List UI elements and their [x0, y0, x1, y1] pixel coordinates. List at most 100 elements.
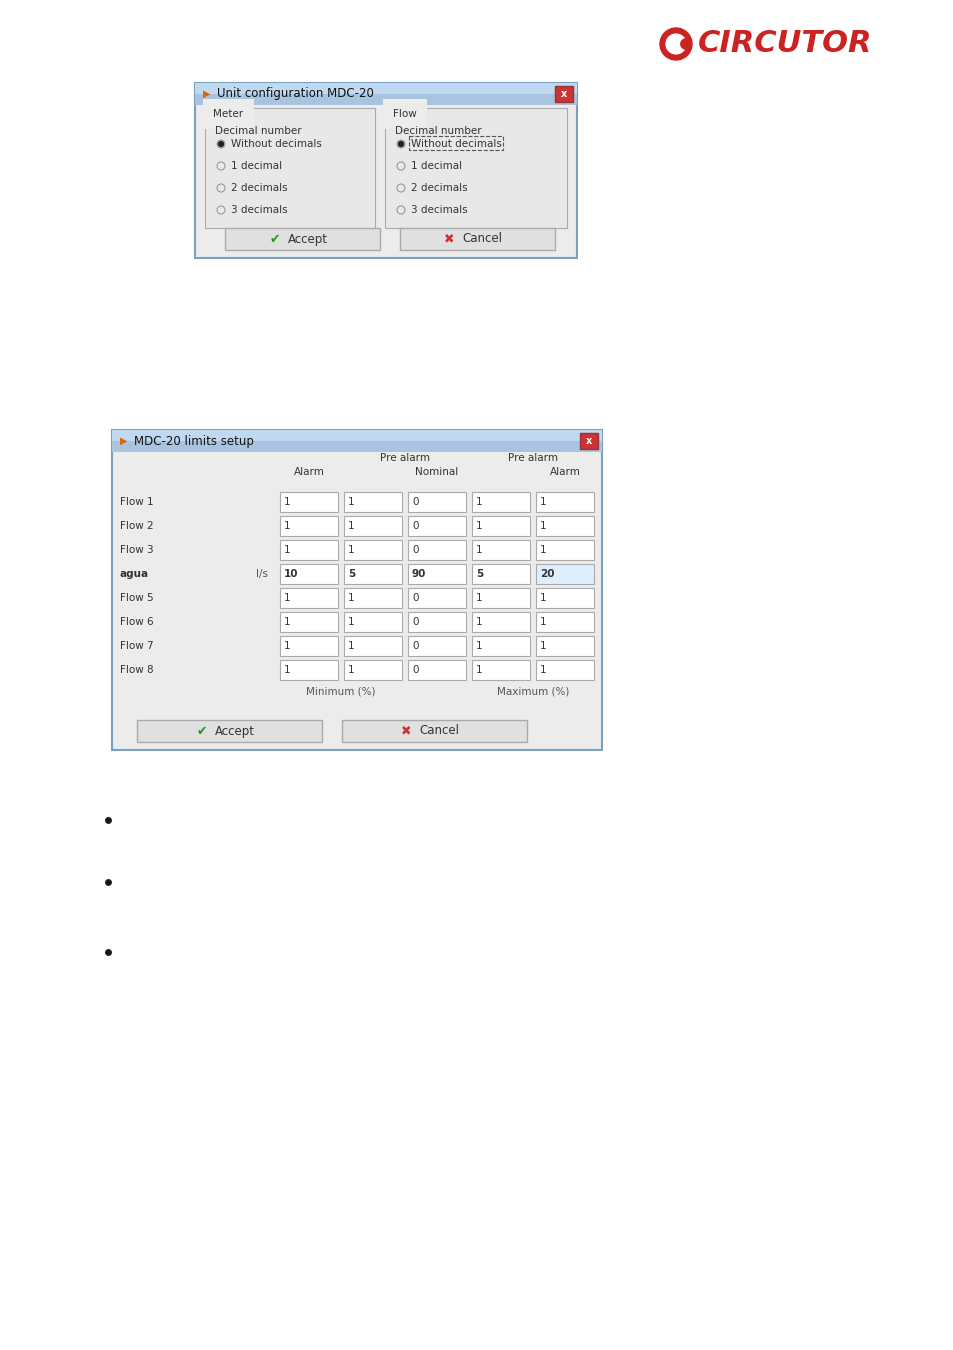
FancyBboxPatch shape	[194, 88, 577, 89]
Text: Accept: Accept	[214, 725, 254, 737]
Text: Flow 3: Flow 3	[120, 545, 153, 555]
FancyBboxPatch shape	[194, 96, 577, 99]
FancyBboxPatch shape	[536, 491, 594, 512]
Text: Unit configuration MDC-20: Unit configuration MDC-20	[216, 88, 374, 100]
FancyBboxPatch shape	[112, 432, 601, 435]
Text: 2 decimals: 2 decimals	[231, 184, 287, 193]
Text: Flow 8: Flow 8	[120, 666, 153, 675]
FancyBboxPatch shape	[408, 516, 465, 536]
FancyBboxPatch shape	[344, 636, 401, 656]
FancyBboxPatch shape	[280, 491, 337, 512]
Text: 2 decimals: 2 decimals	[411, 184, 467, 193]
Text: 1: 1	[539, 545, 546, 555]
Text: 1: 1	[476, 666, 482, 675]
Circle shape	[398, 142, 403, 147]
FancyBboxPatch shape	[341, 720, 526, 743]
Text: 1: 1	[348, 593, 355, 603]
Text: 1: 1	[284, 593, 291, 603]
Text: 1: 1	[284, 641, 291, 651]
FancyBboxPatch shape	[536, 660, 594, 680]
Text: Minimum (%): Minimum (%)	[306, 686, 375, 697]
FancyBboxPatch shape	[536, 589, 594, 608]
Text: Alarm: Alarm	[549, 467, 579, 477]
FancyBboxPatch shape	[472, 516, 530, 536]
Text: Decimal number: Decimal number	[395, 126, 481, 136]
FancyBboxPatch shape	[112, 431, 601, 751]
Text: 1: 1	[476, 497, 482, 508]
FancyBboxPatch shape	[536, 612, 594, 632]
Text: ✖: ✖	[401, 725, 412, 737]
FancyBboxPatch shape	[408, 612, 465, 632]
FancyBboxPatch shape	[408, 540, 465, 560]
Text: 1: 1	[539, 641, 546, 651]
Text: 1: 1	[348, 545, 355, 555]
FancyBboxPatch shape	[194, 85, 577, 88]
FancyBboxPatch shape	[344, 540, 401, 560]
Text: 0: 0	[412, 497, 418, 508]
FancyBboxPatch shape	[344, 516, 401, 536]
Text: ▶: ▶	[203, 89, 211, 99]
Text: Without decimals: Without decimals	[231, 139, 321, 148]
FancyBboxPatch shape	[408, 660, 465, 680]
Text: Without decimals: Without decimals	[411, 139, 501, 148]
Text: Flow 2: Flow 2	[120, 521, 153, 531]
FancyBboxPatch shape	[112, 436, 601, 439]
Text: Flow 5: Flow 5	[120, 593, 153, 603]
FancyBboxPatch shape	[194, 82, 577, 105]
Text: agua: agua	[120, 568, 149, 579]
FancyBboxPatch shape	[536, 636, 594, 656]
Text: ✔: ✔	[269, 232, 279, 246]
FancyBboxPatch shape	[344, 660, 401, 680]
FancyBboxPatch shape	[280, 660, 337, 680]
Text: 1: 1	[348, 617, 355, 626]
FancyBboxPatch shape	[472, 564, 530, 585]
Text: Accept: Accept	[287, 232, 327, 246]
Text: 1: 1	[539, 617, 546, 626]
Text: 1: 1	[539, 497, 546, 508]
FancyBboxPatch shape	[194, 82, 577, 85]
Circle shape	[659, 28, 691, 59]
Text: 1: 1	[539, 666, 546, 675]
Text: Pre alarm: Pre alarm	[379, 454, 430, 463]
FancyBboxPatch shape	[225, 228, 379, 250]
FancyBboxPatch shape	[194, 89, 577, 92]
Text: Flow 1: Flow 1	[120, 497, 153, 508]
FancyBboxPatch shape	[472, 612, 530, 632]
FancyBboxPatch shape	[112, 450, 601, 452]
Circle shape	[665, 34, 685, 54]
FancyBboxPatch shape	[280, 636, 337, 656]
Text: ▶: ▶	[120, 436, 128, 446]
Text: 20: 20	[539, 568, 554, 579]
Text: 5: 5	[348, 568, 355, 579]
FancyBboxPatch shape	[112, 448, 601, 450]
FancyBboxPatch shape	[280, 564, 337, 585]
Text: 10: 10	[284, 568, 298, 579]
Text: 1: 1	[284, 617, 291, 626]
Text: 1: 1	[476, 617, 482, 626]
Text: 1: 1	[476, 593, 482, 603]
FancyBboxPatch shape	[472, 660, 530, 680]
Text: 1: 1	[539, 593, 546, 603]
Text: 3 decimals: 3 decimals	[231, 205, 287, 215]
Text: 0: 0	[412, 666, 418, 675]
Text: x: x	[585, 436, 592, 446]
Circle shape	[218, 142, 223, 147]
FancyBboxPatch shape	[385, 108, 566, 228]
FancyBboxPatch shape	[194, 103, 577, 105]
Text: Pre alarm: Pre alarm	[507, 454, 558, 463]
FancyBboxPatch shape	[112, 439, 601, 441]
Text: 1 decimal: 1 decimal	[231, 161, 282, 171]
Text: Maximum (%): Maximum (%)	[497, 686, 569, 697]
Text: 1: 1	[476, 545, 482, 555]
FancyBboxPatch shape	[344, 564, 401, 585]
Text: 1: 1	[284, 497, 291, 508]
FancyBboxPatch shape	[112, 441, 601, 443]
FancyBboxPatch shape	[408, 491, 465, 512]
FancyBboxPatch shape	[472, 589, 530, 608]
Text: Flow 7: Flow 7	[120, 641, 153, 651]
Text: 1: 1	[476, 641, 482, 651]
FancyBboxPatch shape	[137, 720, 322, 743]
FancyBboxPatch shape	[536, 564, 594, 585]
Text: 1: 1	[476, 521, 482, 531]
FancyBboxPatch shape	[555, 86, 573, 103]
